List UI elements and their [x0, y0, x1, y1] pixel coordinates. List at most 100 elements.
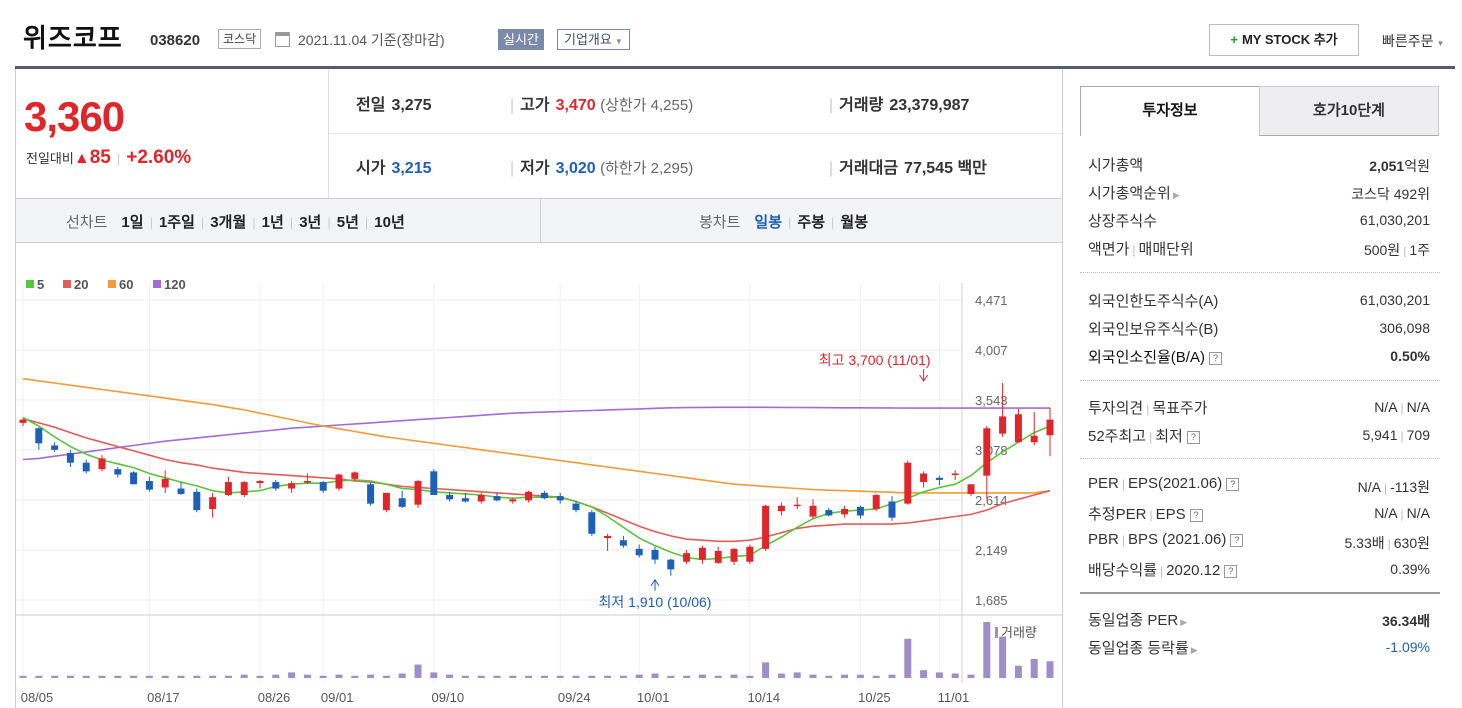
stock-code: 038620: [150, 32, 201, 49]
opinion-label-1: 투자의견: [1088, 400, 1144, 417]
separator: |: [1160, 564, 1164, 578]
tab-1w[interactable]: 1주일: [158, 214, 195, 231]
change-label: 전일대비: [26, 151, 74, 166]
x-tick-label: 09/10: [432, 690, 465, 705]
candle-body: [446, 495, 454, 500]
help-icon[interactable]: ?: [1186, 431, 1200, 444]
tab-monthly[interactable]: 월봉: [840, 214, 869, 231]
separator: |: [364, 215, 369, 230]
help-icon[interactable]: ?: [1230, 534, 1244, 547]
volume-bar: [588, 675, 596, 678]
help-icon[interactable]: ?: [1226, 478, 1240, 491]
help-icon[interactable]: ?: [1189, 509, 1203, 522]
change-percent: +2.60%: [126, 147, 192, 168]
dividend-label: 배당수익률 | 2020.12?: [1088, 559, 1238, 580]
volume-bar: [683, 675, 691, 678]
separator: |: [829, 97, 834, 114]
face-value-1: 500원: [1363, 242, 1401, 258]
volume-bar: [414, 664, 422, 678]
separator: |: [116, 151, 121, 166]
pbr-value: 5.33배: [1344, 535, 1385, 551]
tab-invest-info[interactable]: 투자정보: [1080, 86, 1260, 136]
help-icon[interactable]: ?: [1208, 352, 1222, 365]
ma20-line: [22, 417, 1051, 543]
calendar-icon: [275, 32, 290, 47]
volume-bar: [856, 674, 864, 678]
volume-bar: [604, 675, 612, 678]
candle-body: [635, 548, 643, 556]
lower-limit: (하한가 2,295): [600, 160, 694, 177]
tab-1y[interactable]: 1년: [261, 214, 284, 231]
info-group-sector: 동일업종 PER ▶ 36.34배 동일업종 등락률 ▶ -1.09%: [1080, 605, 1440, 661]
y-tick-label: 2,614: [975, 493, 1008, 508]
info-row-sector-per: 동일업종 PER ▶ 36.34배: [1080, 605, 1440, 633]
market-cap-rank-label[interactable]: 시가총액순위 ▶: [1088, 182, 1180, 203]
volume-bar: [999, 636, 1007, 678]
upper-limit: (상한가 4,255): [600, 97, 694, 114]
volume-bar: [114, 675, 122, 678]
low-value: 3,020: [555, 160, 596, 177]
candle-body: [414, 481, 422, 505]
tab-3y[interactable]: 3년: [299, 214, 322, 231]
divider: [1259, 135, 1439, 136]
candle-body: [35, 428, 43, 444]
volume-bar: [493, 675, 501, 678]
volume-bar: [1030, 658, 1038, 678]
shares-value: 61,030,201: [1359, 212, 1430, 228]
tab-3m[interactable]: 3개월: [210, 214, 247, 231]
x-tick-label: 10/25: [858, 690, 891, 705]
company-info-dropdown[interactable]: 기업개요 ▼: [557, 29, 630, 50]
tab-1d[interactable]: 1일: [121, 214, 144, 231]
help-icon[interactable]: ?: [1224, 565, 1238, 578]
volume-bar: [967, 674, 975, 678]
candle-body: [303, 481, 311, 483]
divider: [1080, 380, 1440, 381]
info-row-per-eps: PER | EPS(2021.06)? N/A | -113원: [1080, 471, 1440, 499]
tab-orderbook-10[interactable]: 호가10단계: [1259, 86, 1439, 136]
market-cap-label: 시가총액: [1088, 157, 1144, 174]
divider: [540, 199, 541, 242]
candle-body: [856, 506, 864, 516]
realtime-button[interactable]: 실시간: [498, 29, 544, 50]
high-value: 3,470: [555, 97, 596, 114]
tab-10y[interactable]: 10년: [374, 214, 405, 231]
volume-bar: [398, 673, 406, 678]
company-info-label: 기업개요: [564, 32, 612, 47]
min-arrow-head: [650, 578, 660, 587]
w52-label: 52주최고 | 최저?: [1088, 425, 1200, 446]
separator: |: [1400, 507, 1404, 521]
quick-order-dropdown[interactable]: 빠른주문 ▼: [1382, 31, 1444, 51]
price-chart-panel: 4,471 4,007 3,543 3,078 2,614 2,149 1,685 5 20 60…: [15, 243, 1063, 708]
volume-bar: [303, 674, 311, 678]
open-price: 시가 3,215: [356, 154, 432, 178]
foreign-limit-value: 61,030,201: [1359, 292, 1430, 308]
y-tick-label: 3,543: [975, 393, 1008, 408]
tab-daily[interactable]: 일봉: [754, 214, 783, 231]
sector-per-label[interactable]: 동일업종 PER ▶: [1088, 609, 1187, 630]
volume-bar: [793, 672, 801, 678]
x-tick-label: 10/14: [748, 690, 781, 705]
caret-right-icon: ▶: [1180, 617, 1188, 627]
candle-body: [1046, 419, 1054, 436]
sector-change-label[interactable]: 동일업종 등락률 ▶: [1088, 637, 1198, 658]
volume-bar: [130, 675, 138, 678]
candle-body: [920, 473, 928, 483]
w52-value-2: 709: [1406, 427, 1430, 443]
as-of-date: 2021.11.04 기준(장마감): [298, 32, 445, 48]
candle-body: [809, 505, 817, 517]
legend-swatch-ma120: [153, 280, 161, 288]
volume-bar: [35, 675, 43, 678]
candle-body: [793, 504, 801, 507]
pbr-bps-label: PBR | BPS (2021.06)?: [1088, 531, 1244, 548]
candle-body: [209, 497, 217, 510]
x-tick-label: 11/01: [938, 690, 970, 705]
market-cap-amount: 2,051: [1369, 158, 1405, 174]
candlestick-chart[interactable]: 4,471 4,007 3,543 3,078 2,614 2,149 1,685 5 20 60…: [16, 243, 1062, 708]
high-label: 고가: [520, 97, 550, 114]
volume-bar: [667, 675, 675, 678]
face-value-label-1: 액면가: [1088, 241, 1130, 258]
tab-weekly[interactable]: 주봉: [797, 214, 826, 231]
divider: [328, 69, 329, 198]
tab-5y[interactable]: 5년: [336, 214, 359, 231]
add-mystock-button[interactable]: + MY STOCK 추가: [1209, 24, 1359, 56]
